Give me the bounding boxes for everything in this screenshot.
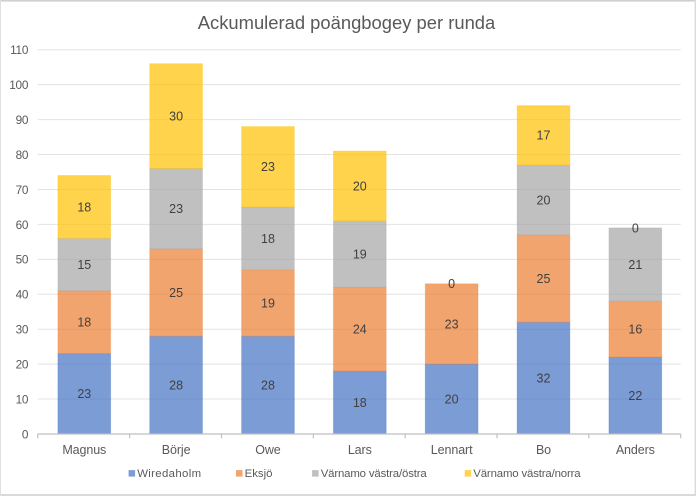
- svg-text:24: 24: [353, 323, 367, 337]
- svg-text:Lennart: Lennart: [431, 443, 473, 457]
- svg-text:20: 20: [353, 179, 367, 193]
- svg-text:22: 22: [628, 389, 642, 403]
- svg-text:18: 18: [261, 232, 275, 246]
- svg-text:Eksjö: Eksjö: [245, 468, 273, 480]
- svg-text:21: 21: [628, 258, 642, 272]
- svg-text:0: 0: [448, 277, 455, 291]
- svg-text:Wiredaholm: Wiredaholm: [137, 468, 201, 480]
- svg-text:Bo: Bo: [536, 443, 551, 457]
- svg-text:Lars: Lars: [348, 443, 372, 457]
- svg-text:100: 100: [9, 78, 29, 92]
- svg-text:18: 18: [77, 200, 91, 214]
- svg-text:Ackumulerad poängbogey per run: Ackumulerad poängbogey per runda: [198, 12, 496, 33]
- svg-text:110: 110: [10, 43, 29, 57]
- svg-text:20: 20: [445, 392, 459, 406]
- svg-text:32: 32: [537, 372, 551, 386]
- svg-text:23: 23: [77, 387, 91, 401]
- svg-text:23: 23: [169, 202, 183, 216]
- svg-text:18: 18: [353, 396, 367, 410]
- svg-text:10: 10: [16, 392, 29, 406]
- svg-text:0: 0: [632, 221, 639, 235]
- svg-text:18: 18: [77, 316, 91, 330]
- svg-text:60: 60: [16, 218, 29, 232]
- svg-text:80: 80: [16, 148, 29, 162]
- svg-text:30: 30: [169, 109, 183, 123]
- svg-text:0: 0: [22, 427, 29, 441]
- svg-text:19: 19: [261, 296, 275, 310]
- svg-text:28: 28: [261, 378, 275, 392]
- svg-text:25: 25: [537, 272, 551, 286]
- svg-text:50: 50: [16, 253, 29, 267]
- svg-text:70: 70: [16, 183, 29, 197]
- svg-text:23: 23: [445, 317, 459, 331]
- svg-text:16: 16: [628, 323, 642, 337]
- svg-text:40: 40: [16, 288, 29, 302]
- svg-text:Owe: Owe: [255, 443, 281, 457]
- svg-text:Värnamo västra/norra: Värnamo västra/norra: [473, 468, 581, 480]
- svg-text:Magnus: Magnus: [62, 443, 106, 457]
- svg-text:30: 30: [16, 323, 29, 337]
- svg-text:Börje: Börje: [162, 443, 191, 457]
- svg-text:90: 90: [16, 113, 29, 127]
- svg-text:20: 20: [16, 358, 29, 372]
- svg-text:Värnamo västra/östra: Värnamo västra/östra: [321, 468, 428, 480]
- svg-text:28: 28: [169, 378, 183, 392]
- svg-text:25: 25: [169, 286, 183, 300]
- svg-text:Anders: Anders: [616, 443, 655, 457]
- svg-text:23: 23: [261, 160, 275, 174]
- svg-text:20: 20: [537, 193, 551, 207]
- svg-text:19: 19: [353, 247, 367, 261]
- svg-text:17: 17: [537, 129, 551, 143]
- svg-text:15: 15: [77, 258, 91, 272]
